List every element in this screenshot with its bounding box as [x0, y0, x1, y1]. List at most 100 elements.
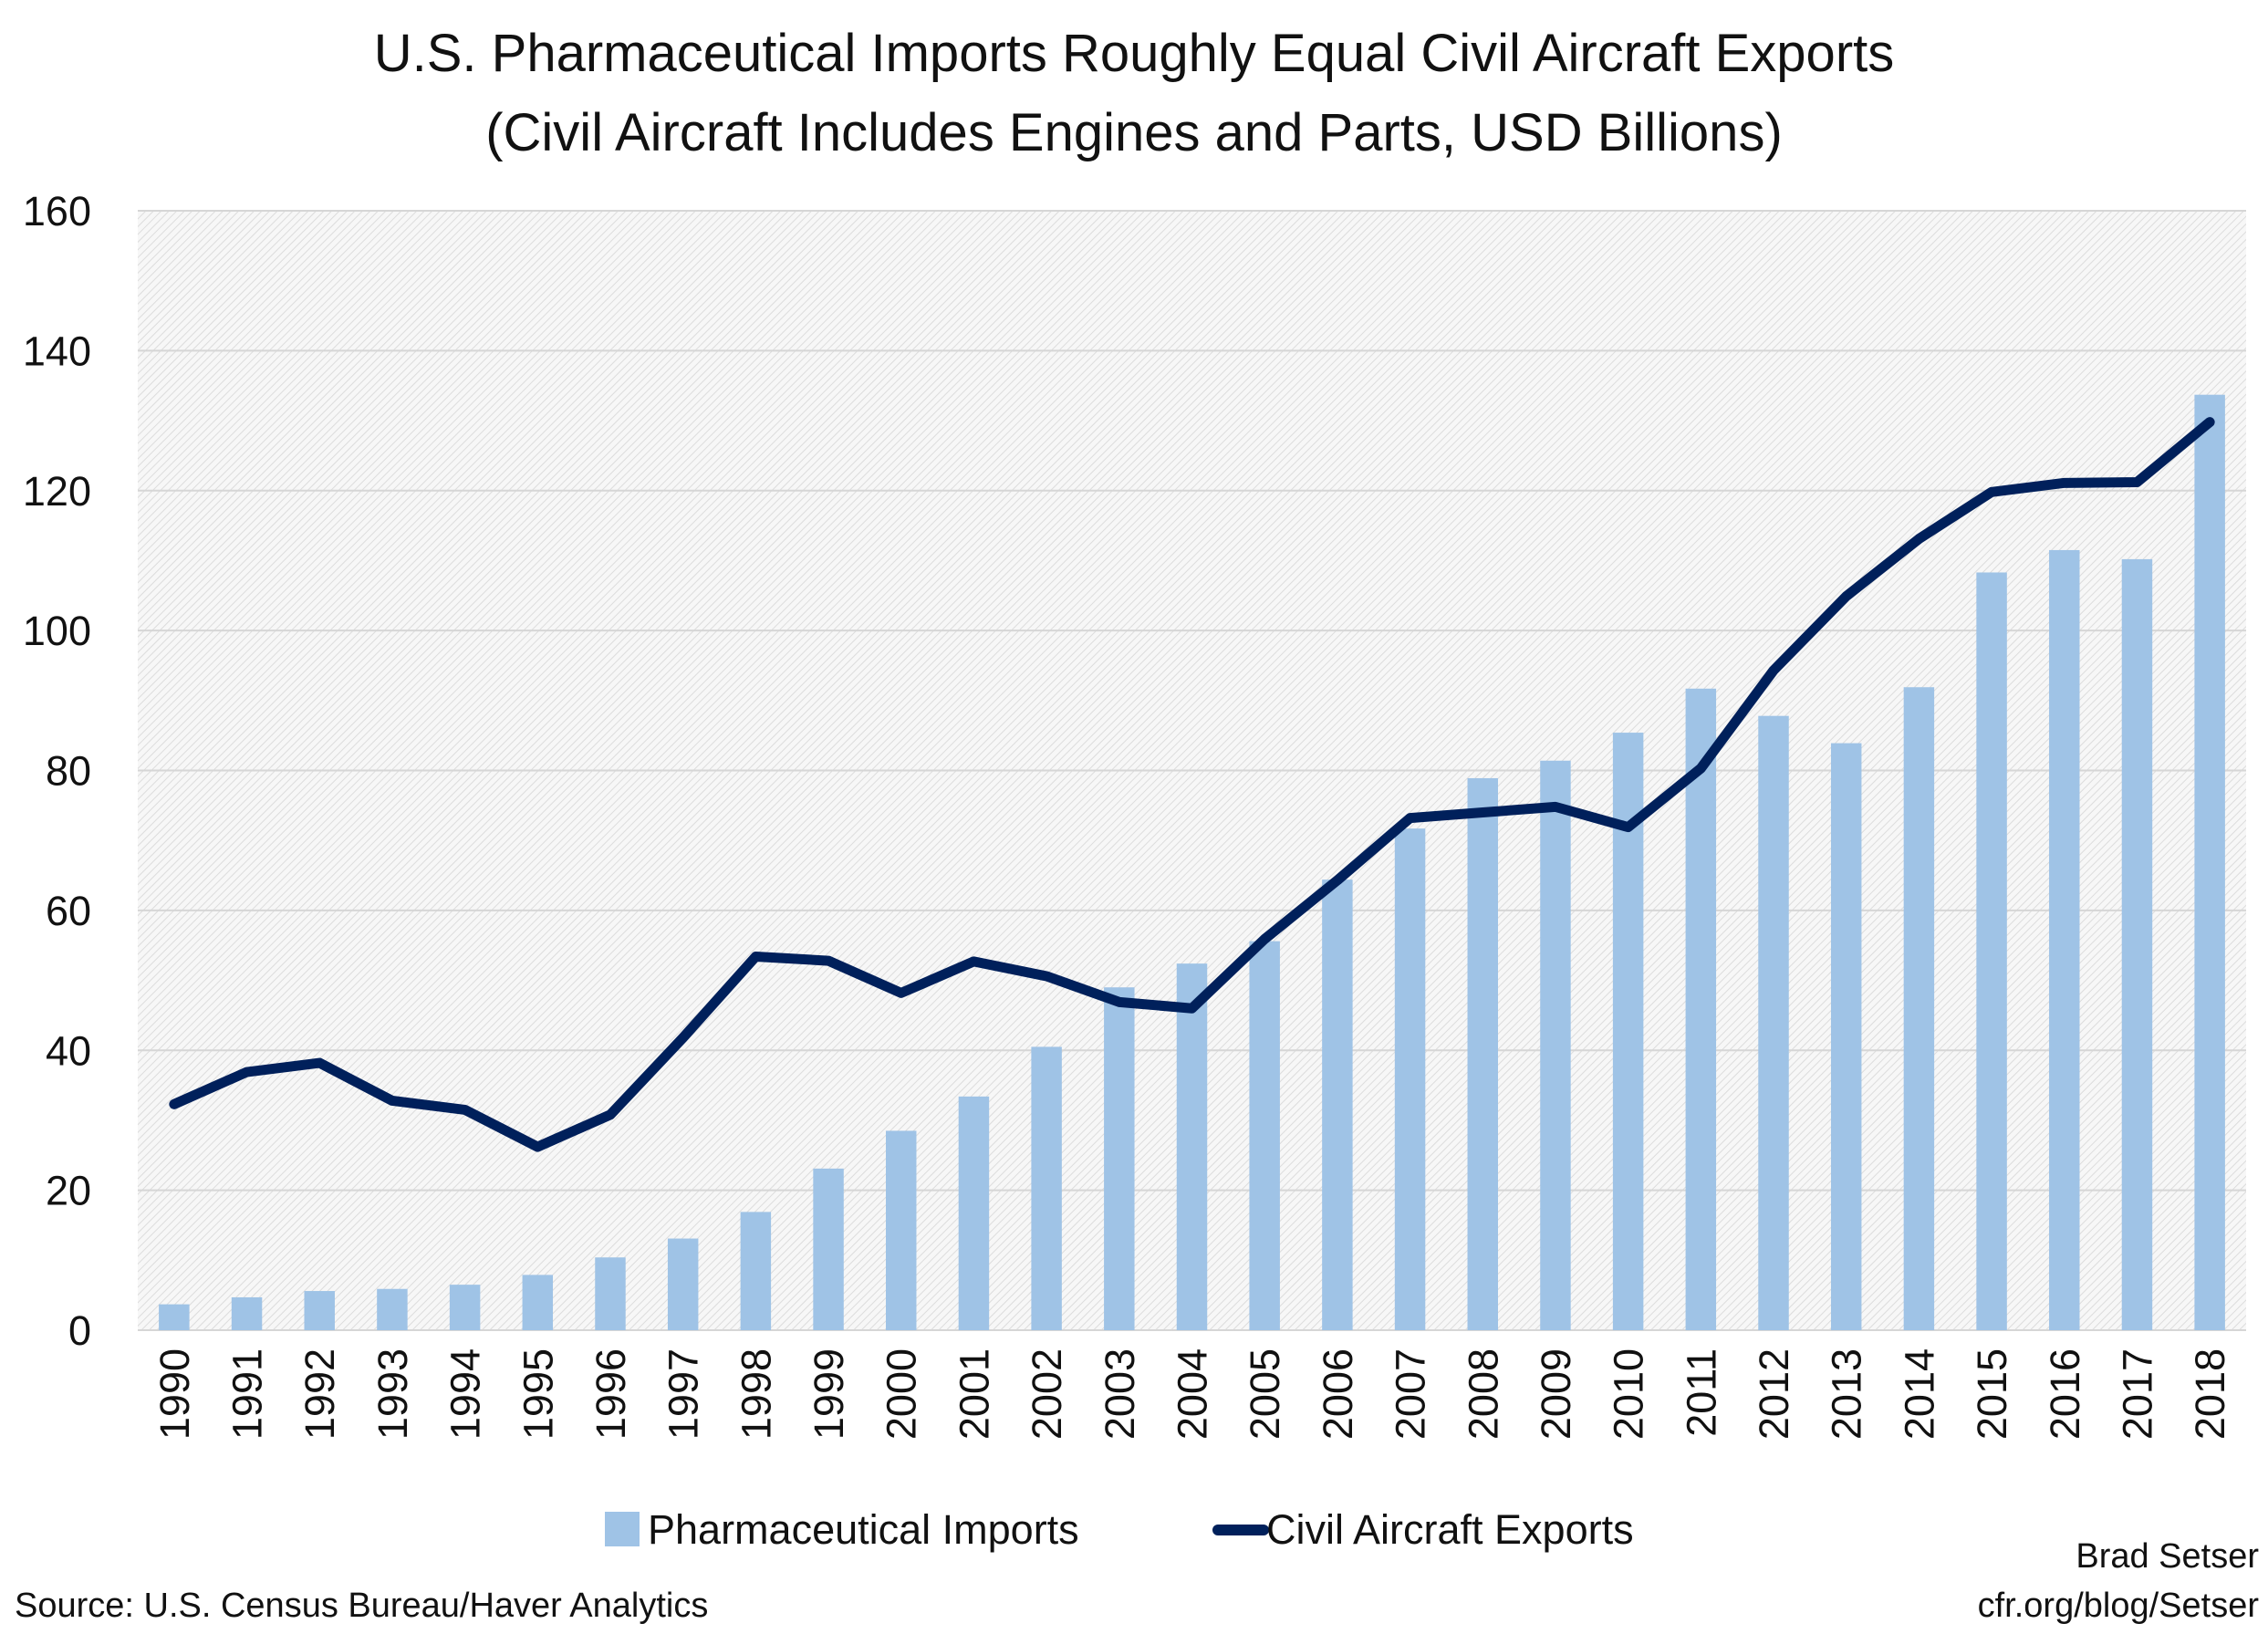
bar-pharmaceutical-imports: [2194, 394, 2225, 1330]
y-tick-label: 20: [46, 1168, 91, 1214]
x-tick-label: 1990: [151, 1348, 198, 1440]
point-civil-aircraft-exports: [681, 1036, 684, 1039]
x-tick-label: 2013: [1824, 1348, 1870, 1440]
x-tick-label: 1996: [588, 1348, 634, 1440]
point-civil-aircraft-exports: [973, 960, 975, 963]
bar-pharmaceutical-imports: [1976, 572, 2007, 1330]
chart-subtitle: (Civil Aircraft Includes Engines and Par…: [485, 103, 1783, 162]
point-civil-aircraft-exports: [2209, 421, 2211, 423]
x-tick-label: 2012: [1751, 1348, 1797, 1440]
point-civil-aircraft-exports: [1336, 879, 1338, 881]
bar-pharmaceutical-imports: [377, 1288, 408, 1330]
bar-pharmaceutical-imports: [813, 1168, 844, 1330]
x-tick-label: 2006: [1315, 1348, 1361, 1440]
bar-pharmaceutical-imports: [2049, 549, 2080, 1330]
x-tick-label: 2000: [879, 1348, 925, 1440]
point-civil-aircraft-exports: [1118, 1001, 1120, 1004]
x-tick-label: 2015: [1969, 1348, 2015, 1440]
point-civil-aircraft-exports: [900, 992, 902, 994]
bar-pharmaceutical-imports: [1830, 743, 1862, 1330]
point-civil-aircraft-exports: [1627, 826, 1629, 828]
x-tick-label: 2002: [1024, 1348, 1070, 1440]
bar-pharmaceutical-imports: [1540, 760, 1571, 1330]
y-tick-label: 80: [46, 748, 91, 795]
x-tick-label: 2001: [951, 1348, 997, 1440]
x-tick-label: 1997: [661, 1348, 707, 1440]
legend-swatch-pharma: [605, 1512, 640, 1546]
point-civil-aircraft-exports: [1845, 595, 1847, 598]
bar-pharmaceutical-imports: [1322, 879, 1353, 1330]
point-civil-aircraft-exports: [1773, 669, 1775, 671]
point-civil-aircraft-exports: [318, 1062, 321, 1065]
point-civil-aircraft-exports: [1918, 537, 1920, 540]
y-tick-label: 60: [46, 888, 91, 934]
x-tick-label: 1993: [369, 1348, 416, 1440]
point-civil-aircraft-exports: [1191, 1007, 1193, 1010]
bar-pharmaceutical-imports: [449, 1285, 481, 1330]
y-tick-label: 100: [23, 608, 91, 654]
chart-title: U.S. Pharmaceutical Imports Roughly Equa…: [374, 24, 1895, 83]
legend-label-aircraft: Civil Aircraft Exports: [1266, 1506, 1634, 1553]
bar-pharmaceutical-imports: [1176, 963, 1208, 1330]
x-tick-label: 2004: [1170, 1348, 1216, 1440]
bar-pharmaceutical-imports: [1249, 941, 1280, 1330]
x-tick-label: 2011: [1678, 1348, 1724, 1437]
bar-pharmaceutical-imports: [667, 1238, 699, 1330]
point-civil-aircraft-exports: [463, 1108, 466, 1111]
bar-pharmaceutical-imports: [958, 1096, 990, 1330]
url-credit: cfr.org/blog/Setser: [1978, 1587, 2260, 1625]
bar-pharmaceutical-imports: [304, 1291, 335, 1330]
point-civil-aircraft-exports: [1482, 811, 1484, 814]
x-tick-label: 1991: [224, 1348, 271, 1440]
x-tick-label: 2007: [1388, 1348, 1434, 1440]
y-tick-label: 140: [23, 328, 91, 374]
point-civil-aircraft-exports: [172, 1103, 175, 1106]
point-civil-aircraft-exports: [2136, 481, 2138, 484]
x-tick-label: 1992: [297, 1348, 343, 1440]
y-tick-label: 0: [68, 1307, 91, 1354]
point-civil-aircraft-exports: [536, 1146, 539, 1149]
bar-pharmaceutical-imports: [886, 1130, 917, 1330]
bar-pharmaceutical-imports: [1612, 733, 1644, 1330]
x-tick-label: 1999: [806, 1348, 852, 1440]
point-civil-aircraft-exports: [2063, 482, 2065, 484]
point-civil-aircraft-exports: [1409, 817, 1411, 819]
x-tick-label: 2003: [1097, 1348, 1143, 1440]
point-civil-aircraft-exports: [609, 1113, 611, 1116]
legend: Pharmaceutical Imports Civil Aircraft Ex…: [605, 1506, 1634, 1553]
x-tick-label: 1994: [442, 1348, 489, 1440]
bar-pharmaceutical-imports: [595, 1257, 626, 1330]
bar-pharmaceutical-imports: [1031, 1046, 1062, 1330]
bar-pharmaceutical-imports: [231, 1296, 263, 1330]
bar-pharmaceutical-imports: [1467, 777, 1498, 1330]
x-tick-label: 1995: [515, 1348, 561, 1440]
x-tick-label: 2016: [2042, 1348, 2088, 1440]
bar-pharmaceutical-imports: [1104, 987, 1135, 1330]
source-note: Source: U.S. Census Bureau/Haver Analyti…: [15, 1587, 708, 1625]
legend-label-pharma: Pharmaceutical Imports: [648, 1506, 1079, 1553]
point-civil-aircraft-exports: [390, 1099, 393, 1102]
x-tick-label: 2005: [1242, 1348, 1288, 1440]
y-tick-label: 120: [23, 468, 91, 515]
bar-pharmaceutical-imports: [1758, 715, 1789, 1330]
bar-pharmaceutical-imports: [1394, 828, 1426, 1330]
point-civil-aircraft-exports: [827, 960, 830, 963]
point-civil-aircraft-exports: [1046, 974, 1048, 977]
bar-pharmaceutical-imports: [1903, 687, 1935, 1330]
x-tick-label: 2008: [1460, 1348, 1506, 1440]
author-credit: Brad Setser: [2076, 1537, 2259, 1576]
point-civil-aircraft-exports: [1554, 806, 1556, 808]
point-civil-aircraft-exports: [1264, 938, 1266, 941]
bar-pharmaceutical-imports: [2121, 558, 2153, 1330]
x-tick-label: 2009: [1533, 1348, 1579, 1440]
bar-pharmaceutical-imports: [740, 1212, 772, 1330]
bar-pharmaceutical-imports: [159, 1304, 190, 1330]
x-tick-label: 2017: [2114, 1348, 2160, 1440]
x-tick-label: 1998: [733, 1348, 779, 1440]
y-tick-label: 160: [23, 188, 91, 234]
point-civil-aircraft-exports: [1991, 491, 1993, 494]
point-civil-aircraft-exports: [754, 955, 757, 958]
x-tick-label: 2010: [1606, 1348, 1652, 1440]
bar-pharmaceutical-imports: [522, 1275, 554, 1330]
